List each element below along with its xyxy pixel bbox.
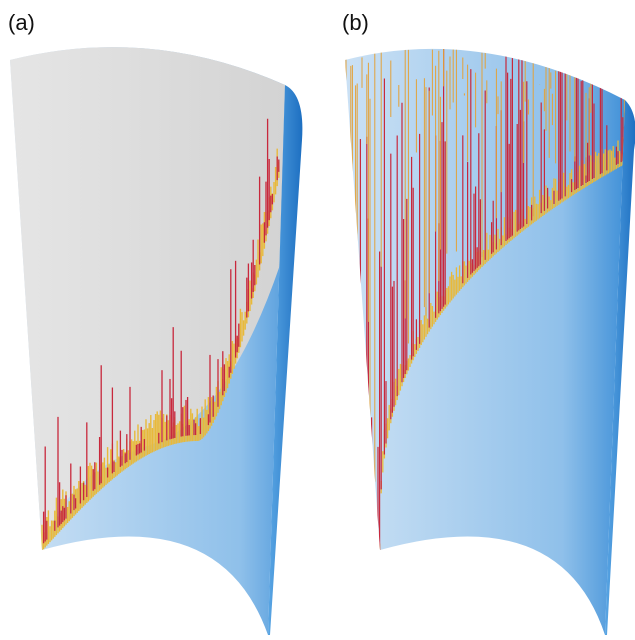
surface-b <box>330 0 635 640</box>
panel-label: (b) <box>342 10 369 35</box>
panel-label: (a) <box>8 10 35 35</box>
figure: (a) (b) <box>0 0 635 640</box>
